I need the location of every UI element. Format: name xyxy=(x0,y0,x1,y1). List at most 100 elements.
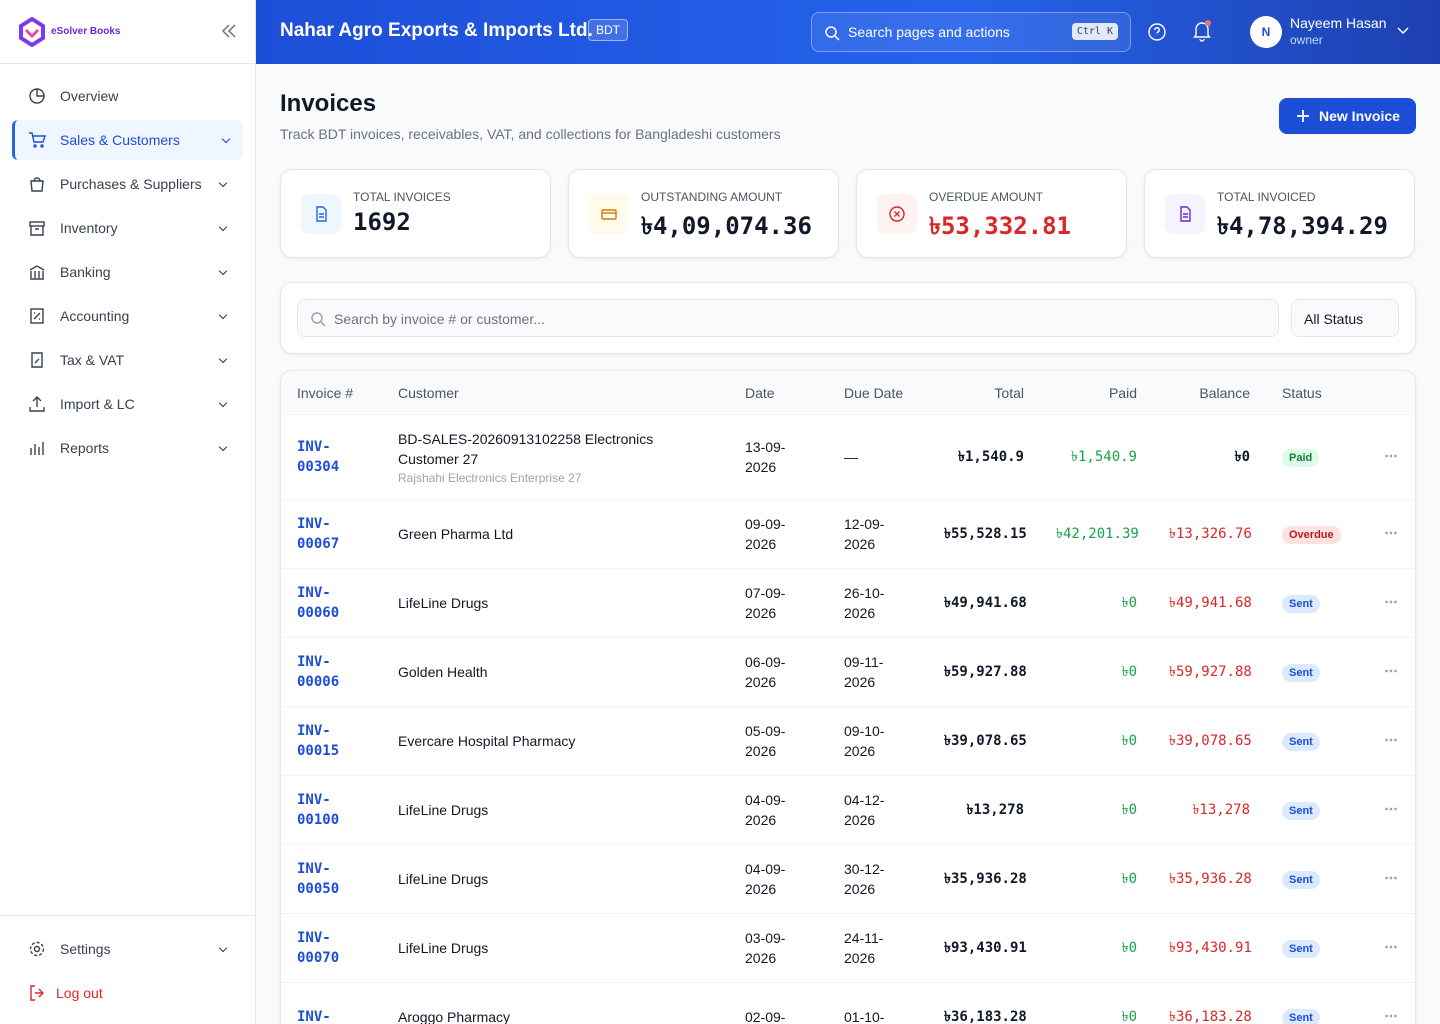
customer-name: Aroggo Pharmacy xyxy=(398,1009,511,1024)
invoice-cell: INV-00100 xyxy=(281,790,382,830)
table-row[interactable]: INV-00070 LifeLine Drugs 03-09-2026 24-11-2… xyxy=(281,914,1415,983)
invoice-number[interactable]: INV-00070 xyxy=(297,930,340,966)
invoice-number[interactable]: INV-00067 xyxy=(297,516,340,552)
customer-name: LifeLine Drugs xyxy=(398,595,489,611)
date-cell: 03-09-2026 xyxy=(729,928,828,968)
nav-item[interactable]: Reports xyxy=(12,428,243,468)
invoice-number[interactable]: INV- xyxy=(297,1009,331,1024)
invoice-cell: INV-00015 xyxy=(281,721,382,761)
date: 06-09-2026 xyxy=(745,654,786,690)
table-row[interactable]: INV-00100 LifeLine Drugs 04-09-2026 04-12-2… xyxy=(281,776,1415,845)
search-placeholder: Search by invoice # or customer... xyxy=(334,311,545,327)
total: ৳13,278 xyxy=(966,802,1024,818)
more-icon xyxy=(1384,945,1397,948)
invoice-number[interactable]: INV-00050 xyxy=(297,861,340,897)
filters: Search by invoice # or customer... All S… xyxy=(280,282,1416,354)
row-actions[interactable] xyxy=(1366,870,1415,889)
nav-label: Inventory xyxy=(60,220,118,236)
stat-label: OVERDUE AMOUNT xyxy=(929,190,1044,204)
nav-item[interactable]: Banking xyxy=(12,252,243,292)
nav-item[interactable]: Overview xyxy=(12,76,243,116)
notifications-button[interactable] xyxy=(1192,20,1212,42)
table-row[interactable]: INV-00067 Green Pharma Ltd 09-09-2026 12-09… xyxy=(281,500,1415,569)
due-cell: 26-10-2026 xyxy=(828,583,928,623)
nav-item[interactable]: Import & LC xyxy=(12,384,243,424)
table-row[interactable]: INV-00006 Golden Health 06-09-2026 09-11-20… xyxy=(281,638,1415,707)
balance: ৳35,936.28 xyxy=(1169,871,1252,887)
table-row[interactable]: INV-00015 Evercare Hospital Pharmacy 05-09… xyxy=(281,707,1415,776)
icon xyxy=(1180,206,1191,222)
date: 07-09-2026 xyxy=(745,585,786,621)
stat-card: TOTAL INVOICED ৳4,78,394.29 xyxy=(1144,169,1415,258)
status-badge: Sent xyxy=(1282,732,1320,751)
paid: ৳0 xyxy=(1121,595,1137,611)
due-cell: — xyxy=(828,447,928,467)
nav-item[interactable]: Purchases & Suppliers xyxy=(12,164,243,204)
status-badge: Sent xyxy=(1282,663,1320,682)
more-icon xyxy=(1384,876,1397,879)
status-cell: Sent xyxy=(1266,663,1366,682)
sidebar-footer: Settings Log out xyxy=(0,915,255,1001)
invoice-search[interactable]: Search by invoice # or customer... xyxy=(297,299,1279,337)
global-search[interactable]: Search pages and actions Ctrl K xyxy=(811,12,1131,52)
customer-cell: BD-SALES-20260913102258 Electronics Cust… xyxy=(382,429,729,485)
invoice-number[interactable]: INV-00060 xyxy=(297,585,340,621)
invoice-cell: INV-00006 xyxy=(281,652,382,692)
row-actions[interactable] xyxy=(1366,448,1415,467)
nav-item[interactable]: Settings xyxy=(12,929,243,969)
avatar[interactable]: N xyxy=(1250,16,1282,48)
invoice-number[interactable]: INV-00100 xyxy=(297,792,340,828)
icon xyxy=(316,206,327,222)
help-button[interactable] xyxy=(1148,23,1166,41)
table-row[interactable]: INV- Aroggo Pharmacy 02-09- 01-10- ৳36,183.2… xyxy=(281,983,1415,1024)
nav-label: Tax & VAT xyxy=(60,352,125,368)
stat-card: OVERDUE AMOUNT ৳53,332.81 xyxy=(856,169,1127,258)
content: Invoices Track BDT invoices, receivables… xyxy=(256,64,1440,1024)
nav-item[interactable]: Inventory xyxy=(12,208,243,248)
date-cell: 06-09-2026 xyxy=(729,652,828,692)
brand[interactable]: eSolver Books xyxy=(0,0,255,64)
balance: ৳49,941.68 xyxy=(1169,595,1252,611)
row-actions[interactable] xyxy=(1366,939,1415,958)
table-row[interactable]: INV-00050 LifeLine Drugs 04-09-2026 30-12-2… xyxy=(281,845,1415,914)
user-menu-chevron[interactable] xyxy=(1396,26,1410,36)
stat-card: TOTAL INVOICES 1692 xyxy=(280,169,551,258)
date-cell: 04-09-2026 xyxy=(729,859,828,899)
table-row[interactable]: INV-00060 LifeLine Drugs 07-09-2026 26-10-2… xyxy=(281,569,1415,638)
table-row[interactable]: INV-00304 BD-SALES-20260913102258 Electro… xyxy=(281,415,1415,500)
date: 13-09-2026 xyxy=(745,439,786,475)
stat-icon xyxy=(1165,194,1205,234)
row-actions[interactable] xyxy=(1366,594,1415,613)
balance: ৳13,278 xyxy=(1192,802,1250,818)
balance: ৳39,078.65 xyxy=(1169,733,1252,749)
icon xyxy=(601,209,617,220)
status-badge: Sent xyxy=(1282,594,1320,613)
nav-label: Settings xyxy=(60,941,111,957)
invoice-number[interactable]: INV-00006 xyxy=(297,654,340,690)
row-actions[interactable] xyxy=(1366,663,1415,682)
customer-name: Golden Health xyxy=(398,664,488,680)
column-header: Balance xyxy=(1199,384,1250,401)
status-badge: Sent xyxy=(1282,939,1320,958)
customer-name: LifeLine Drugs xyxy=(398,940,489,956)
due: 04-12-2026 xyxy=(844,792,885,828)
row-actions[interactable] xyxy=(1366,801,1415,820)
nav-item[interactable]: Log out xyxy=(12,973,243,1013)
nav-item[interactable]: Accounting xyxy=(12,296,243,336)
row-actions[interactable] xyxy=(1366,525,1415,544)
nav-item[interactable]: Tax & VAT xyxy=(12,340,243,380)
invoice-number[interactable]: INV-00015 xyxy=(297,723,340,759)
nav-item[interactable]: Sales & Customers xyxy=(12,120,243,160)
page-title: Invoices xyxy=(280,90,377,117)
row-actions[interactable] xyxy=(1366,1008,1415,1024)
total: ৳55,528.15 xyxy=(944,526,1027,542)
status-filter[interactable]: All Status xyxy=(1291,299,1399,337)
new-invoice-button[interactable]: New Invoice xyxy=(1279,98,1416,134)
status-cell: Sent xyxy=(1266,870,1366,889)
nav-label: Sales & Customers xyxy=(60,132,180,148)
invoice-number[interactable]: INV-00304 xyxy=(297,439,340,475)
nav-label: Accounting xyxy=(60,308,130,324)
collapse-button[interactable] xyxy=(220,22,238,40)
column-header: Customer xyxy=(398,384,459,401)
row-actions[interactable] xyxy=(1366,732,1415,751)
